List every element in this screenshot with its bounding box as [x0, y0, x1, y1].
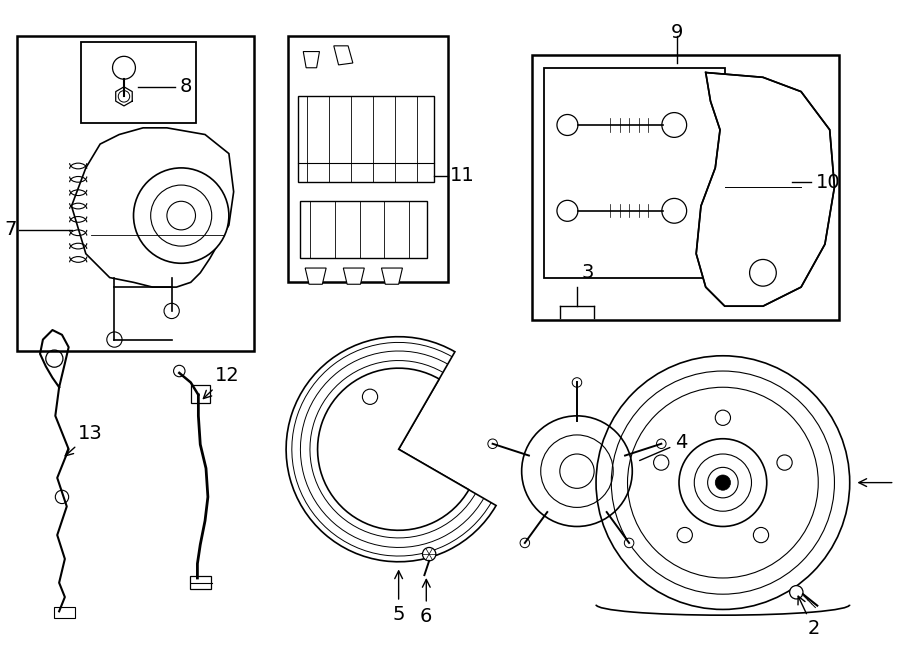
Circle shape: [422, 547, 436, 561]
Circle shape: [557, 114, 578, 136]
Polygon shape: [71, 128, 234, 287]
Bar: [191, 385, 210, 403]
Polygon shape: [303, 52, 320, 68]
Text: 8: 8: [179, 77, 192, 97]
Circle shape: [112, 56, 135, 79]
Text: 2: 2: [798, 596, 820, 638]
Circle shape: [118, 91, 130, 102]
Text: 5: 5: [392, 571, 405, 624]
Polygon shape: [298, 97, 434, 182]
Circle shape: [488, 439, 498, 449]
Text: 13: 13: [65, 424, 103, 456]
Text: 6: 6: [420, 580, 433, 625]
Wedge shape: [286, 336, 496, 562]
Circle shape: [716, 475, 731, 490]
Circle shape: [150, 185, 212, 246]
Polygon shape: [334, 46, 353, 65]
Polygon shape: [305, 268, 326, 284]
Circle shape: [662, 198, 687, 223]
Circle shape: [572, 377, 581, 387]
Text: 12: 12: [203, 366, 239, 399]
Circle shape: [520, 538, 529, 548]
Text: 9: 9: [670, 23, 683, 42]
Bar: [54, 607, 76, 618]
Circle shape: [166, 202, 195, 230]
Circle shape: [625, 538, 634, 548]
Text: 1: 1: [859, 473, 900, 492]
Circle shape: [657, 439, 666, 449]
Circle shape: [55, 490, 68, 504]
Circle shape: [557, 200, 578, 221]
Circle shape: [662, 112, 687, 137]
Wedge shape: [318, 368, 469, 530]
Polygon shape: [343, 268, 364, 284]
Text: 3: 3: [581, 263, 594, 282]
Circle shape: [789, 586, 803, 599]
Bar: [190, 576, 211, 590]
Polygon shape: [301, 202, 428, 258]
Polygon shape: [697, 73, 834, 306]
Text: 7: 7: [4, 220, 17, 239]
Bar: [17, 36, 254, 351]
Bar: [288, 36, 448, 282]
Text: 11: 11: [450, 166, 475, 185]
Bar: [544, 68, 725, 278]
Text: 10: 10: [815, 173, 840, 192]
Bar: [532, 56, 839, 321]
Bar: [81, 42, 195, 123]
Polygon shape: [382, 268, 402, 284]
Text: 4: 4: [640, 433, 688, 461]
Circle shape: [133, 168, 229, 263]
